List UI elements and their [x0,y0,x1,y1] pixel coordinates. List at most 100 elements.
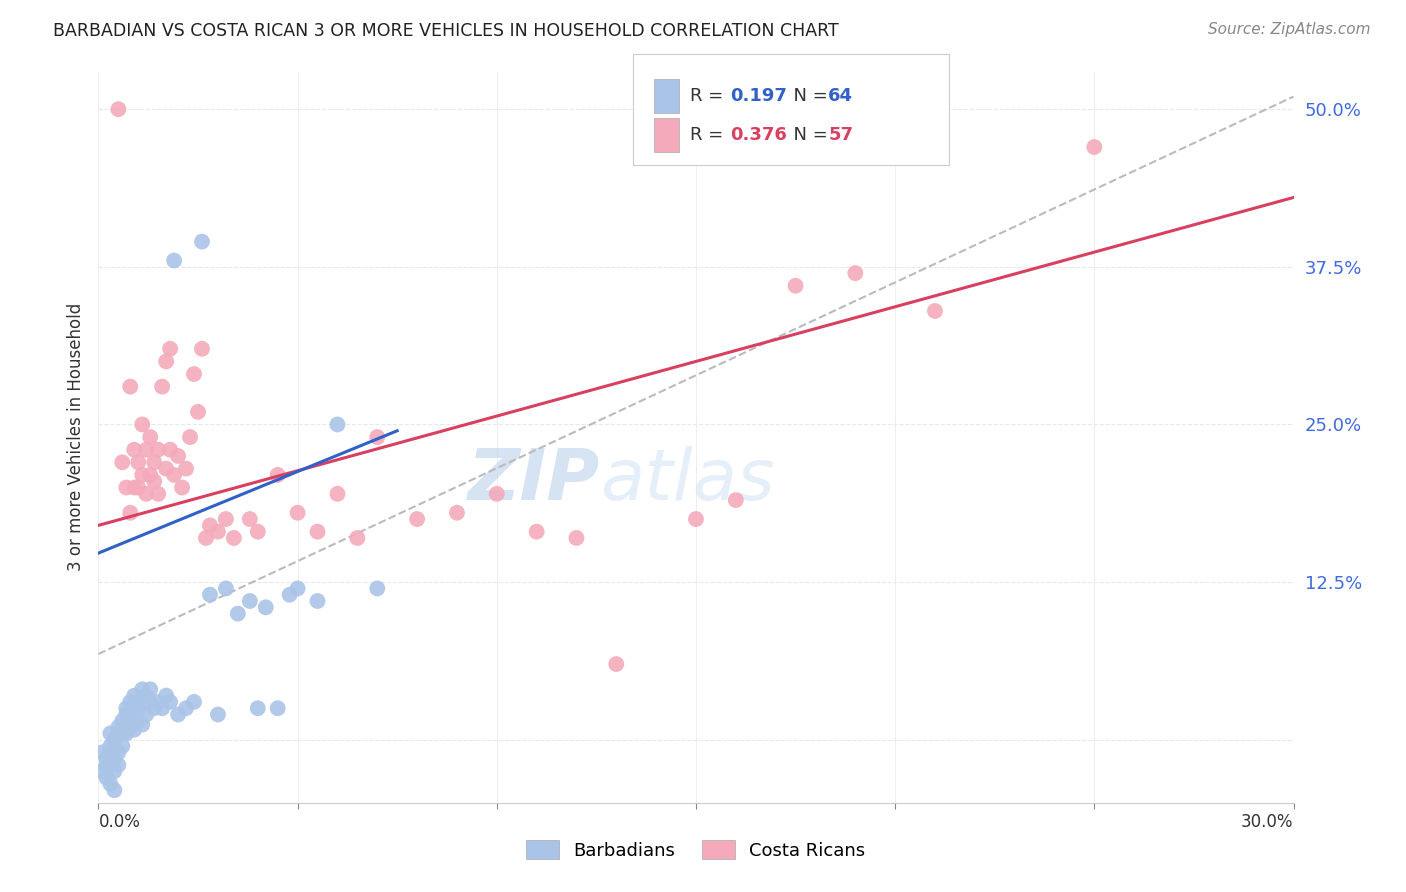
Point [91,745,114,759]
Point [172,481,194,495]
Point [127,481,149,495]
Point [222,531,245,545]
Point [96,758,118,772]
Point [124,689,146,703]
Point [139,682,162,697]
Point [278,588,301,602]
Point [150,379,173,393]
Point [115,481,138,495]
Point [120,714,142,728]
Point [143,455,166,469]
Point [124,707,146,722]
Point [159,442,181,457]
Point [115,701,138,715]
Point [191,342,214,356]
Point [267,701,290,715]
Point [111,726,134,740]
Point [174,461,197,475]
Point [191,235,214,249]
Point [135,707,157,722]
Point [239,512,262,526]
Point [307,524,329,539]
Text: R =: R = [690,126,730,144]
Text: 64: 64 [828,87,853,105]
Point [111,720,134,734]
Point [103,739,125,753]
Point [159,695,181,709]
Point [124,442,146,457]
Point [150,701,173,715]
Point [446,506,468,520]
Point [187,405,209,419]
Legend: Barbadians, Costa Ricans: Barbadians, Costa Ricans [519,833,873,867]
Point [96,771,118,785]
Point [148,442,170,457]
Point [135,689,157,703]
Point [183,695,205,709]
Point [131,467,153,482]
Point [215,582,238,596]
Point [246,701,269,715]
Point [120,506,142,520]
Point [307,594,329,608]
Point [366,582,388,596]
Point [120,695,142,709]
Point [174,701,197,715]
Point [107,720,129,734]
Point [139,695,162,709]
Text: 30.0%: 30.0% [1241,813,1294,830]
Point [246,524,269,539]
Point [98,758,122,772]
Point [98,726,122,740]
Point [131,682,153,697]
Point [155,689,177,703]
Point [163,467,186,482]
Text: N =: N = [782,87,834,105]
Point [195,531,218,545]
Point [163,253,186,268]
Point [139,467,162,482]
Point [526,524,548,539]
Point [111,739,134,753]
Point [120,720,142,734]
Point [198,588,221,602]
Point [167,707,190,722]
Point [96,752,118,766]
Point [135,487,157,501]
Point [143,474,166,488]
Point [124,723,146,737]
Point [239,594,262,608]
Point [103,764,125,779]
Point [120,379,142,393]
Point [148,695,170,709]
Point [127,714,149,728]
Point [215,512,238,526]
Point [107,102,129,116]
Point [127,455,149,469]
Point [155,461,177,475]
Point [107,758,129,772]
Point [267,467,290,482]
Point [346,531,368,545]
Point [135,442,157,457]
Point [103,752,125,766]
Point [254,600,277,615]
Text: ZIP: ZIP [468,447,600,516]
Point [155,354,177,368]
Point [226,607,249,621]
Point [131,417,153,432]
Point [98,745,122,759]
Text: BARBADIAN VS COSTA RICAN 3 OR MORE VEHICLES IN HOUSEHOLD CORRELATION CHART: BARBADIAN VS COSTA RICAN 3 OR MORE VEHIC… [53,22,839,40]
Point [685,512,707,526]
Point [139,430,162,444]
Point [143,701,166,715]
Text: 0.0%: 0.0% [98,813,141,830]
Text: 0.376: 0.376 [730,126,786,144]
Point [198,518,221,533]
Point [207,707,229,722]
Point [179,430,201,444]
Point [107,745,129,759]
Point [1083,140,1105,154]
Text: atlas: atlas [600,447,775,516]
Point [107,726,129,740]
